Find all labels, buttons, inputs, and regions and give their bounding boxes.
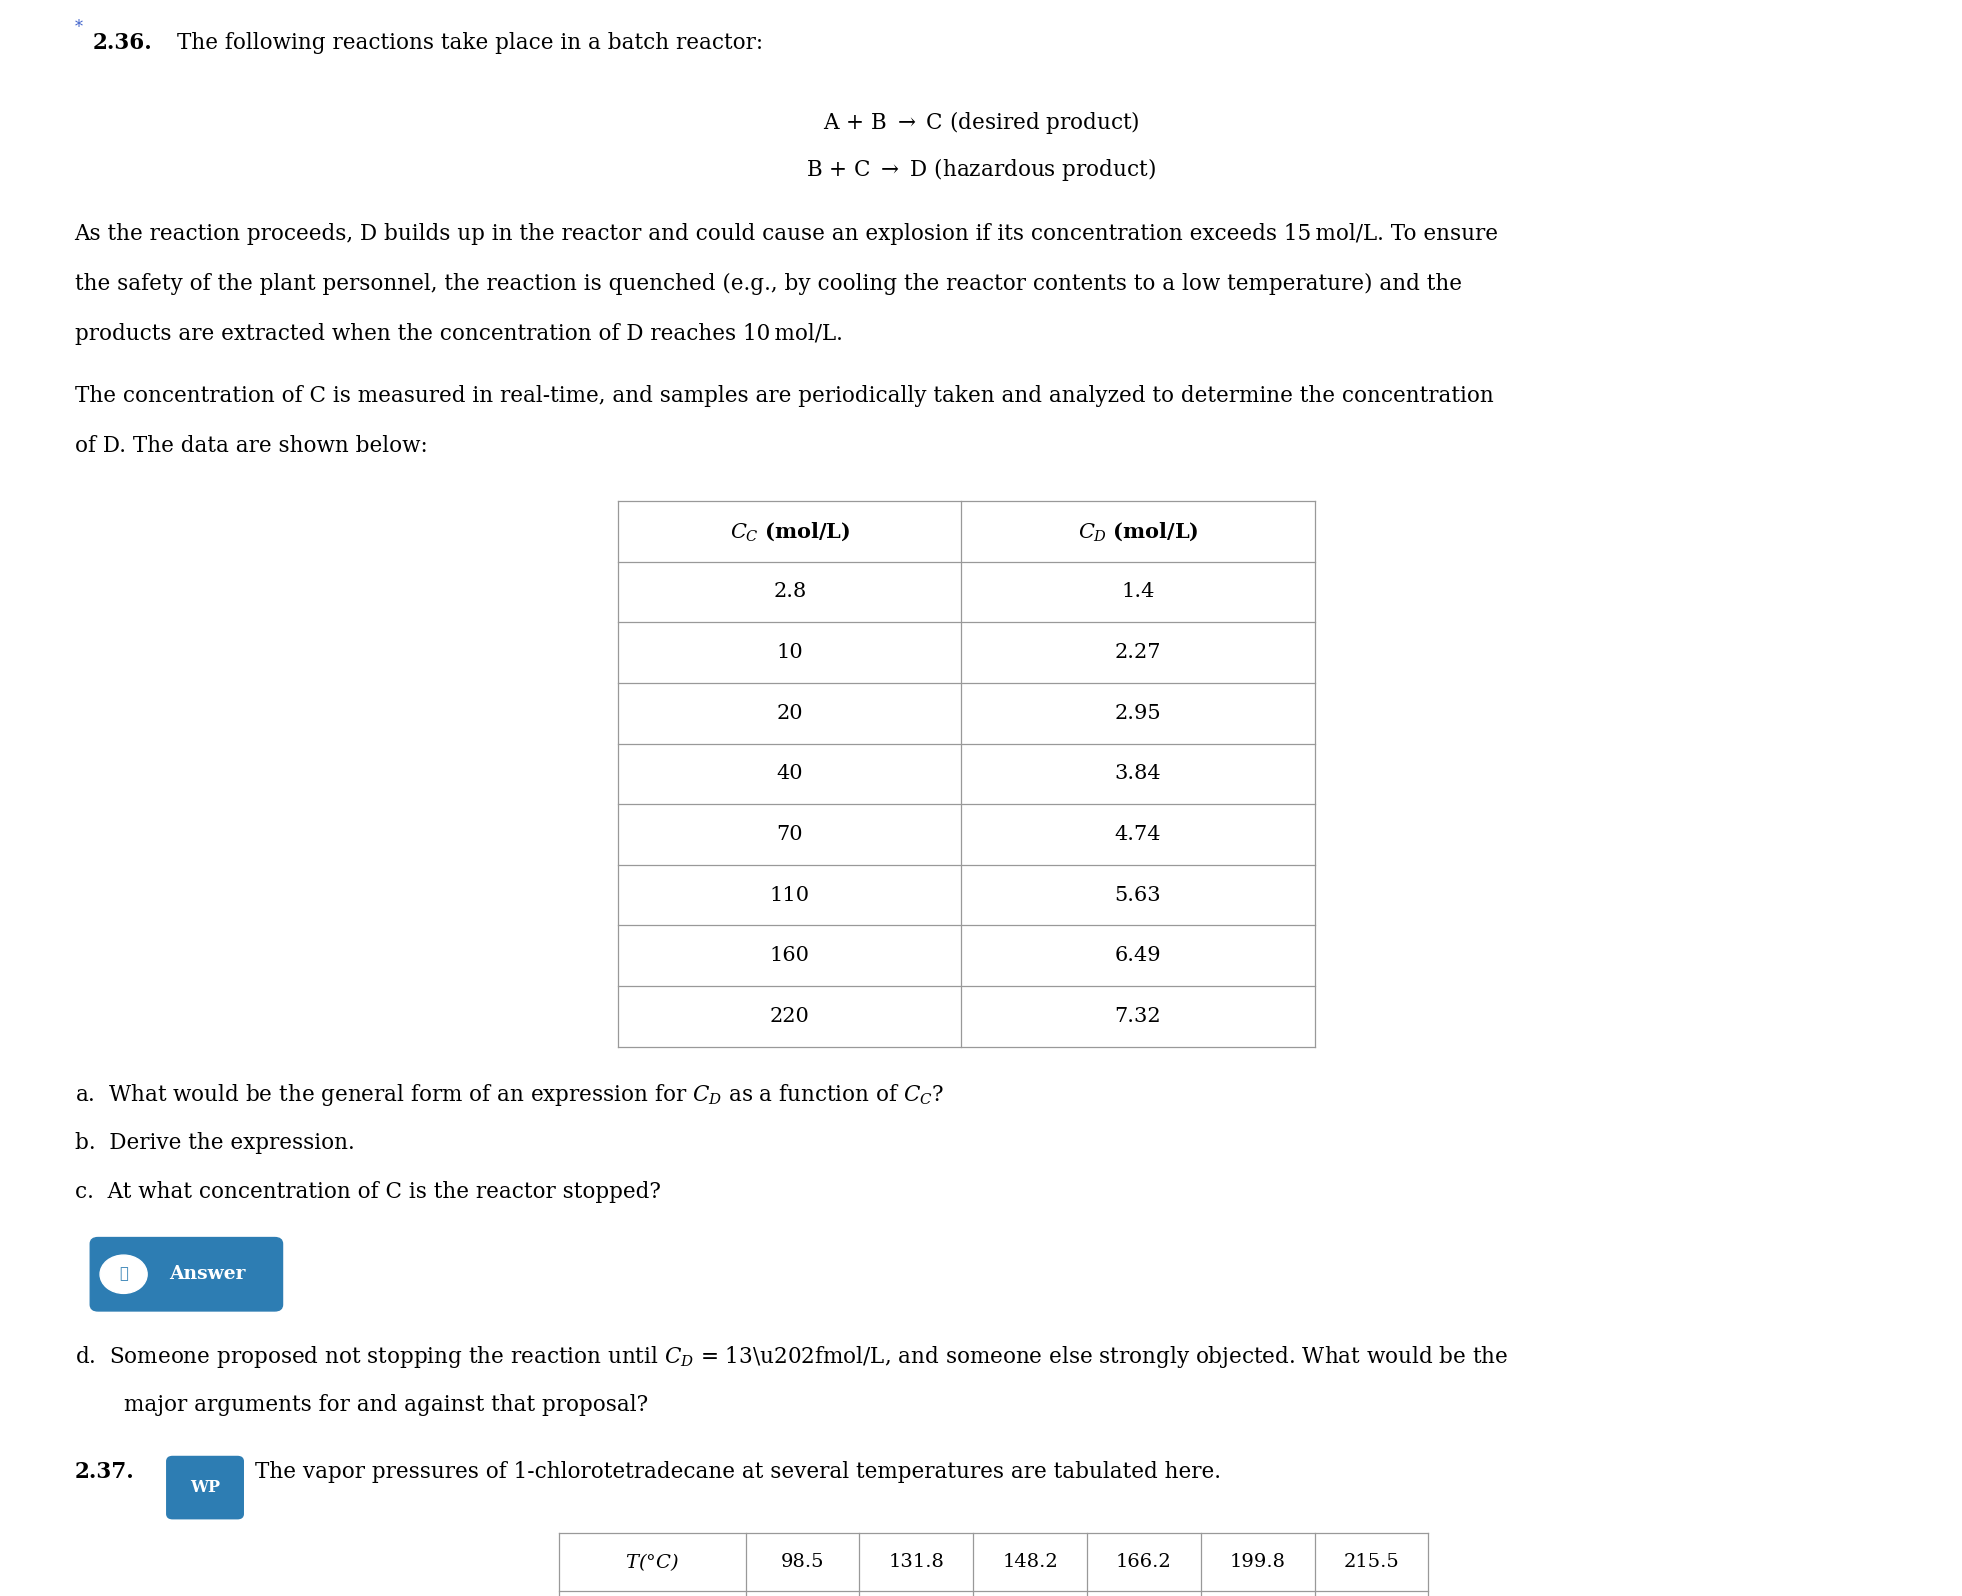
- Text: 199.8: 199.8: [1230, 1553, 1285, 1570]
- Text: *: *: [75, 19, 82, 37]
- FancyBboxPatch shape: [167, 1457, 243, 1519]
- Text: Answer: Answer: [169, 1266, 245, 1283]
- Text: 2.36.: 2.36.: [92, 32, 151, 54]
- Text: The vapor pressures of 1-chlorotetradecane at several temperatures are tabulated: The vapor pressures of 1-chlorotetradeca…: [255, 1462, 1220, 1483]
- Text: 148.2: 148.2: [1003, 1553, 1058, 1570]
- Text: of D. The data are shown below:: of D. The data are shown below:: [75, 436, 428, 456]
- Text: major arguments for and against that proposal?: major arguments for and against that pro…: [124, 1395, 647, 1416]
- Text: 2.27: 2.27: [1114, 643, 1162, 662]
- Text: a.  What would be the general form of an expression for $C_D$ as a function of $: a. What would be the general form of an …: [75, 1082, 944, 1108]
- Text: 3.84: 3.84: [1114, 764, 1162, 784]
- Text: 131.8: 131.8: [889, 1553, 944, 1570]
- Text: 70: 70: [777, 825, 802, 844]
- Text: 160: 160: [769, 946, 810, 966]
- Text: 4.74: 4.74: [1114, 825, 1162, 844]
- Text: 215.5: 215.5: [1344, 1553, 1399, 1570]
- Text: 98.5: 98.5: [781, 1553, 824, 1570]
- FancyBboxPatch shape: [90, 1237, 283, 1310]
- Text: 2.95: 2.95: [1114, 704, 1162, 723]
- Text: B + C $\rightarrow$ D (hazardous product): B + C $\rightarrow$ D (hazardous product…: [806, 156, 1156, 184]
- Text: 166.2: 166.2: [1116, 1553, 1171, 1570]
- Text: the safety of the plant personnel, the reaction is quenched (e.g., by cooling th: the safety of the plant personnel, the r…: [75, 273, 1462, 295]
- Text: 110: 110: [769, 886, 810, 905]
- Circle shape: [100, 1254, 147, 1293]
- Text: ❯: ❯: [120, 1267, 128, 1282]
- Text: 1.4: 1.4: [1120, 583, 1156, 602]
- Text: $C_D$ $\mathbf{(mol/L)}$: $C_D$ $\mathbf{(mol/L)}$: [1077, 520, 1199, 543]
- Text: 40: 40: [777, 764, 802, 784]
- Text: A + B $\rightarrow$ C (desired product): A + B $\rightarrow$ C (desired product): [822, 109, 1140, 136]
- Text: The concentration of C is measured in real-time, and samples are periodically ta: The concentration of C is measured in re…: [75, 386, 1493, 407]
- Text: WP: WP: [190, 1479, 220, 1495]
- Text: b.  Derive the expression.: b. Derive the expression.: [75, 1132, 355, 1154]
- Text: products are extracted when the concentration of D reaches 10 mol/L.: products are extracted when the concentr…: [75, 322, 842, 345]
- Text: d.  Someone proposed not stopping the reaction until $C_D$ = 13\u202fmol/L, and : d. Someone proposed not stopping the rea…: [75, 1344, 1509, 1371]
- Text: 6.49: 6.49: [1114, 946, 1162, 966]
- Text: $T$(°C): $T$(°C): [626, 1551, 679, 1572]
- Text: 2.8: 2.8: [773, 583, 806, 602]
- Text: The following reactions take place in a batch reactor:: The following reactions take place in a …: [177, 32, 763, 54]
- Text: 220: 220: [769, 1007, 810, 1026]
- Text: 10: 10: [777, 643, 802, 662]
- Text: 5.63: 5.63: [1114, 886, 1162, 905]
- Text: 20: 20: [777, 704, 802, 723]
- Text: As the reaction proceeds, D builds up in the reactor and could cause an explosio: As the reaction proceeds, D builds up in…: [75, 223, 1499, 246]
- Text: 2.37.: 2.37.: [75, 1462, 133, 1483]
- Text: $C_C$ $\mathbf{(mol/L)}$: $C_C$ $\mathbf{(mol/L)}$: [730, 520, 850, 543]
- Text: c.  At what concentration of C is the reactor stopped?: c. At what concentration of C is the rea…: [75, 1181, 661, 1203]
- Text: 7.32: 7.32: [1114, 1007, 1162, 1026]
